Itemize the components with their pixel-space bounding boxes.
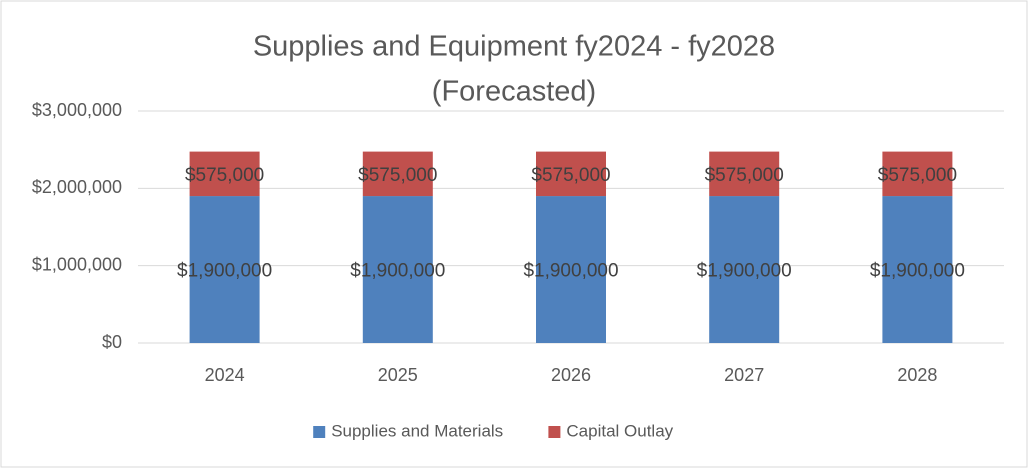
data-label: $1,900,000 [523,261,618,282]
bar-segment [882,196,953,343]
x-tick-label: 2027 [724,365,764,385]
bar-segment [536,196,606,343]
chart-subtitle: (Forecasted) [432,76,596,108]
legend-swatch [313,426,326,438]
legend-swatch [548,426,561,438]
bar-segment [362,196,433,343]
data-label: $575,000 [185,165,264,186]
data-label: $1,900,000 [350,261,445,282]
bar-segment [709,151,780,197]
x-tick-label: 2028 [897,365,937,385]
legend-label: Supplies and Materials [331,421,503,440]
x-tick-label: 2025 [378,365,418,385]
data-label: $575,000 [878,165,957,186]
data-label: $575,000 [531,165,610,186]
bar-segment [189,151,260,197]
x-tick-label: 2026 [551,365,591,385]
y-tick-label: $1,000,000 [32,254,122,274]
bar-segment [536,151,606,197]
bar-segment [362,151,433,197]
chart-title: Supplies and Equipment fy2024 - fy2028 [253,31,775,63]
y-tick-label: $3,000,000 [32,100,122,120]
bar-segment [709,196,780,343]
data-label: $1,900,000 [177,261,272,282]
data-label: $575,000 [705,165,784,186]
bar-segment [189,196,260,343]
x-tick-label: 2024 [205,365,245,385]
bar-segment [882,151,953,197]
legend-label: Capital Outlay [566,421,673,440]
y-tick-label: $0 [102,332,122,352]
data-label: $1,900,000 [697,261,792,282]
data-label: $575,000 [358,165,437,186]
data-label: $1,900,000 [870,261,965,282]
y-tick-label: $2,000,000 [32,177,122,197]
